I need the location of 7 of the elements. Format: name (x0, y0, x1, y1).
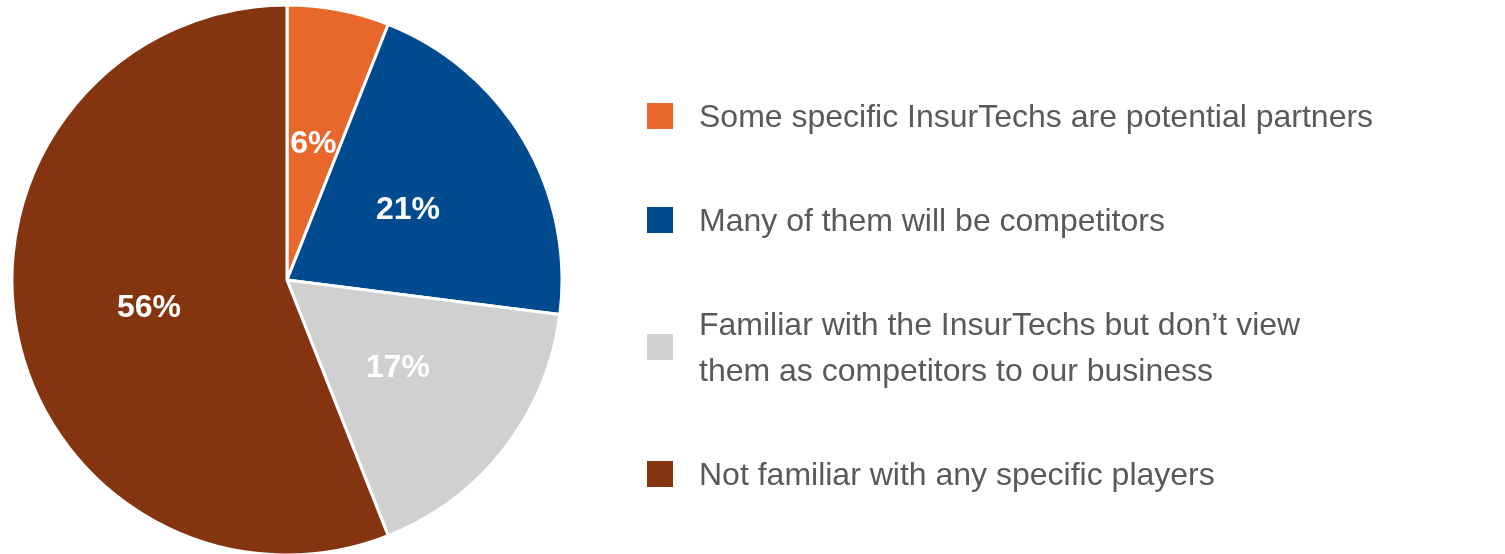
legend-label: Some specific InsurTechs are potential partners (699, 98, 1374, 134)
legend-label: Familiar with the InsurTechs but don’t view them as competitors to our business (699, 306, 1302, 388)
legend-label: Many of them will be competitors (699, 202, 1165, 238)
data-label: 56% (116, 288, 182, 325)
legend-label: Not familiar with any specific players (699, 456, 1215, 492)
data-label: 6% (290, 123, 337, 160)
data-label: 21% (375, 190, 440, 227)
